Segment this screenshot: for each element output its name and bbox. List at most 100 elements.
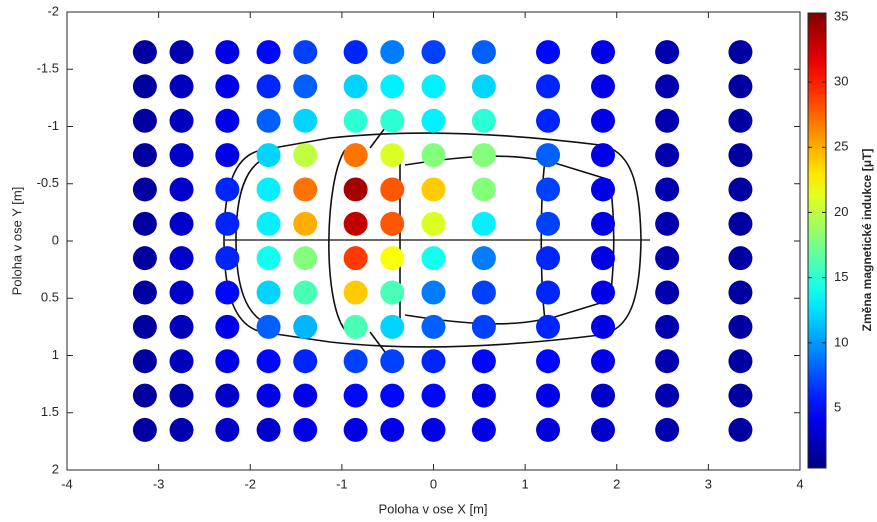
point (215, 212, 239, 236)
x-tick-label: -1 (336, 476, 348, 491)
point (655, 384, 679, 408)
y-tick-label: 2 (52, 461, 59, 476)
point (170, 418, 194, 442)
point (344, 281, 368, 305)
point (380, 177, 404, 201)
point (293, 349, 317, 373)
point (728, 212, 752, 236)
point (591, 384, 615, 408)
point (215, 246, 239, 270)
point (344, 246, 368, 270)
point (293, 281, 317, 305)
y-tick-label: 0.5 (41, 290, 59, 305)
point (133, 349, 157, 373)
y-tick-label: 1 (52, 347, 59, 362)
point (728, 109, 752, 133)
point (536, 349, 560, 373)
x-tick-label: -2 (244, 476, 256, 491)
point (655, 281, 679, 305)
colorbar-tick-label: 10 (834, 334, 848, 349)
point (133, 418, 157, 442)
x-tick-label: -3 (153, 476, 165, 491)
point (655, 315, 679, 339)
point (728, 74, 752, 98)
point (591, 349, 615, 373)
point (422, 74, 446, 98)
point (257, 109, 281, 133)
point (215, 281, 239, 305)
point (591, 40, 615, 64)
point (728, 177, 752, 201)
point (422, 143, 446, 167)
point (257, 40, 281, 64)
point (215, 143, 239, 167)
point (472, 40, 496, 64)
point (257, 418, 281, 442)
point (728, 246, 752, 270)
point (728, 349, 752, 373)
point (380, 418, 404, 442)
point (170, 143, 194, 167)
point (422, 40, 446, 64)
colorbar-tick-label: 20 (834, 204, 848, 219)
point (133, 74, 157, 98)
point (422, 349, 446, 373)
point (293, 384, 317, 408)
point (257, 177, 281, 201)
point (170, 281, 194, 305)
point (591, 143, 615, 167)
point (728, 40, 752, 64)
point (472, 418, 496, 442)
point (133, 143, 157, 167)
point (472, 315, 496, 339)
point (215, 315, 239, 339)
point (536, 212, 560, 236)
point (133, 384, 157, 408)
point (215, 74, 239, 98)
point (536, 177, 560, 201)
point (591, 212, 615, 236)
point (380, 384, 404, 408)
x-tick-label: 4 (796, 476, 803, 491)
colorbar-tick-label: 25 (834, 139, 848, 154)
point (380, 40, 404, 64)
colorbar-tick-label: 5 (834, 399, 841, 414)
y-tick-label: -2 (47, 3, 59, 18)
point (344, 40, 368, 64)
point (728, 315, 752, 339)
point (257, 246, 281, 270)
point (591, 246, 615, 270)
point (422, 109, 446, 133)
point (655, 418, 679, 442)
point (655, 246, 679, 270)
point (536, 143, 560, 167)
point (728, 281, 752, 305)
point (655, 177, 679, 201)
point (422, 418, 446, 442)
point (257, 349, 281, 373)
point (170, 315, 194, 339)
point (344, 143, 368, 167)
point (591, 281, 615, 305)
point (380, 212, 404, 236)
colorbar-tick-label: 35 (834, 8, 848, 23)
point (215, 40, 239, 64)
point (536, 384, 560, 408)
point (536, 40, 560, 64)
point (215, 349, 239, 373)
point (536, 246, 560, 270)
point (536, 315, 560, 339)
point (215, 109, 239, 133)
point (472, 109, 496, 133)
point (472, 246, 496, 270)
point (293, 109, 317, 133)
point (293, 418, 317, 442)
x-axis-label: Poloha v ose X [m] (378, 501, 487, 516)
point (215, 384, 239, 408)
point (655, 40, 679, 64)
point (133, 246, 157, 270)
y-tick-label: -1.5 (37, 61, 59, 76)
point (293, 40, 317, 64)
point (472, 177, 496, 201)
x-tick-label: 3 (705, 476, 712, 491)
